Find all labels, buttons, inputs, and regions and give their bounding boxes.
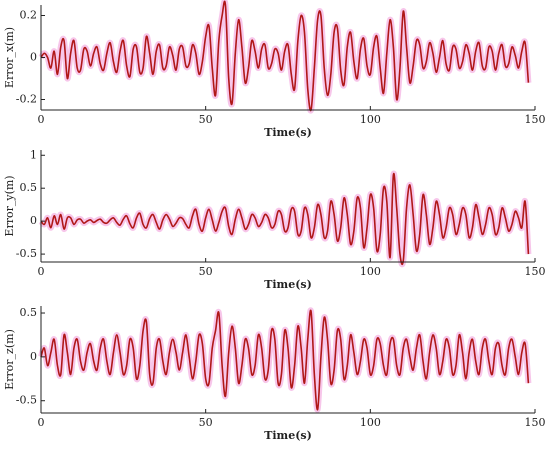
x-tick-label: 0 xyxy=(38,113,45,126)
y-tick-label: 0.5 xyxy=(20,306,38,319)
x-axis-label: Time(s) xyxy=(264,429,312,442)
x-tick-label: 50 xyxy=(199,416,213,429)
y-tick-label: 0 xyxy=(30,350,37,363)
x-tick-label: 0 xyxy=(38,265,45,278)
x-tick-label: 100 xyxy=(360,265,381,278)
x-tick-label: 100 xyxy=(360,113,381,126)
y-axis-label: Error_z(m) xyxy=(3,329,16,390)
x-axis-label: Time(s) xyxy=(264,126,312,139)
line-band xyxy=(38,307,532,413)
y-axis-label: Error_x(m) xyxy=(3,27,16,88)
x-tick-label: 150 xyxy=(525,416,546,429)
x-tick-label: 150 xyxy=(525,265,546,278)
x-tick-label: 0 xyxy=(38,416,45,429)
x-tick-label: 100 xyxy=(360,416,381,429)
y-tick-label: 0 xyxy=(30,51,37,64)
line xyxy=(40,172,530,266)
y-tick-label: 0.2 xyxy=(20,9,38,22)
x-tick-label: 50 xyxy=(199,113,213,126)
y-tick-label: -0.5 xyxy=(16,394,37,407)
y-axis-label: Error_y(m) xyxy=(3,175,16,236)
x-axis-label: Time(s) xyxy=(264,278,312,291)
y-tick-label: -0.5 xyxy=(16,247,37,260)
line xyxy=(40,0,530,112)
line-band xyxy=(38,0,532,114)
y-tick-label: -0.2 xyxy=(16,93,37,106)
y-tick-label: 1 xyxy=(30,148,37,161)
y-tick-label: 0.5 xyxy=(20,181,38,194)
line xyxy=(40,309,530,411)
x-tick-label: 50 xyxy=(199,265,213,278)
y-tick-label: 0 xyxy=(30,214,37,227)
x-tick-label: 150 xyxy=(525,113,546,126)
